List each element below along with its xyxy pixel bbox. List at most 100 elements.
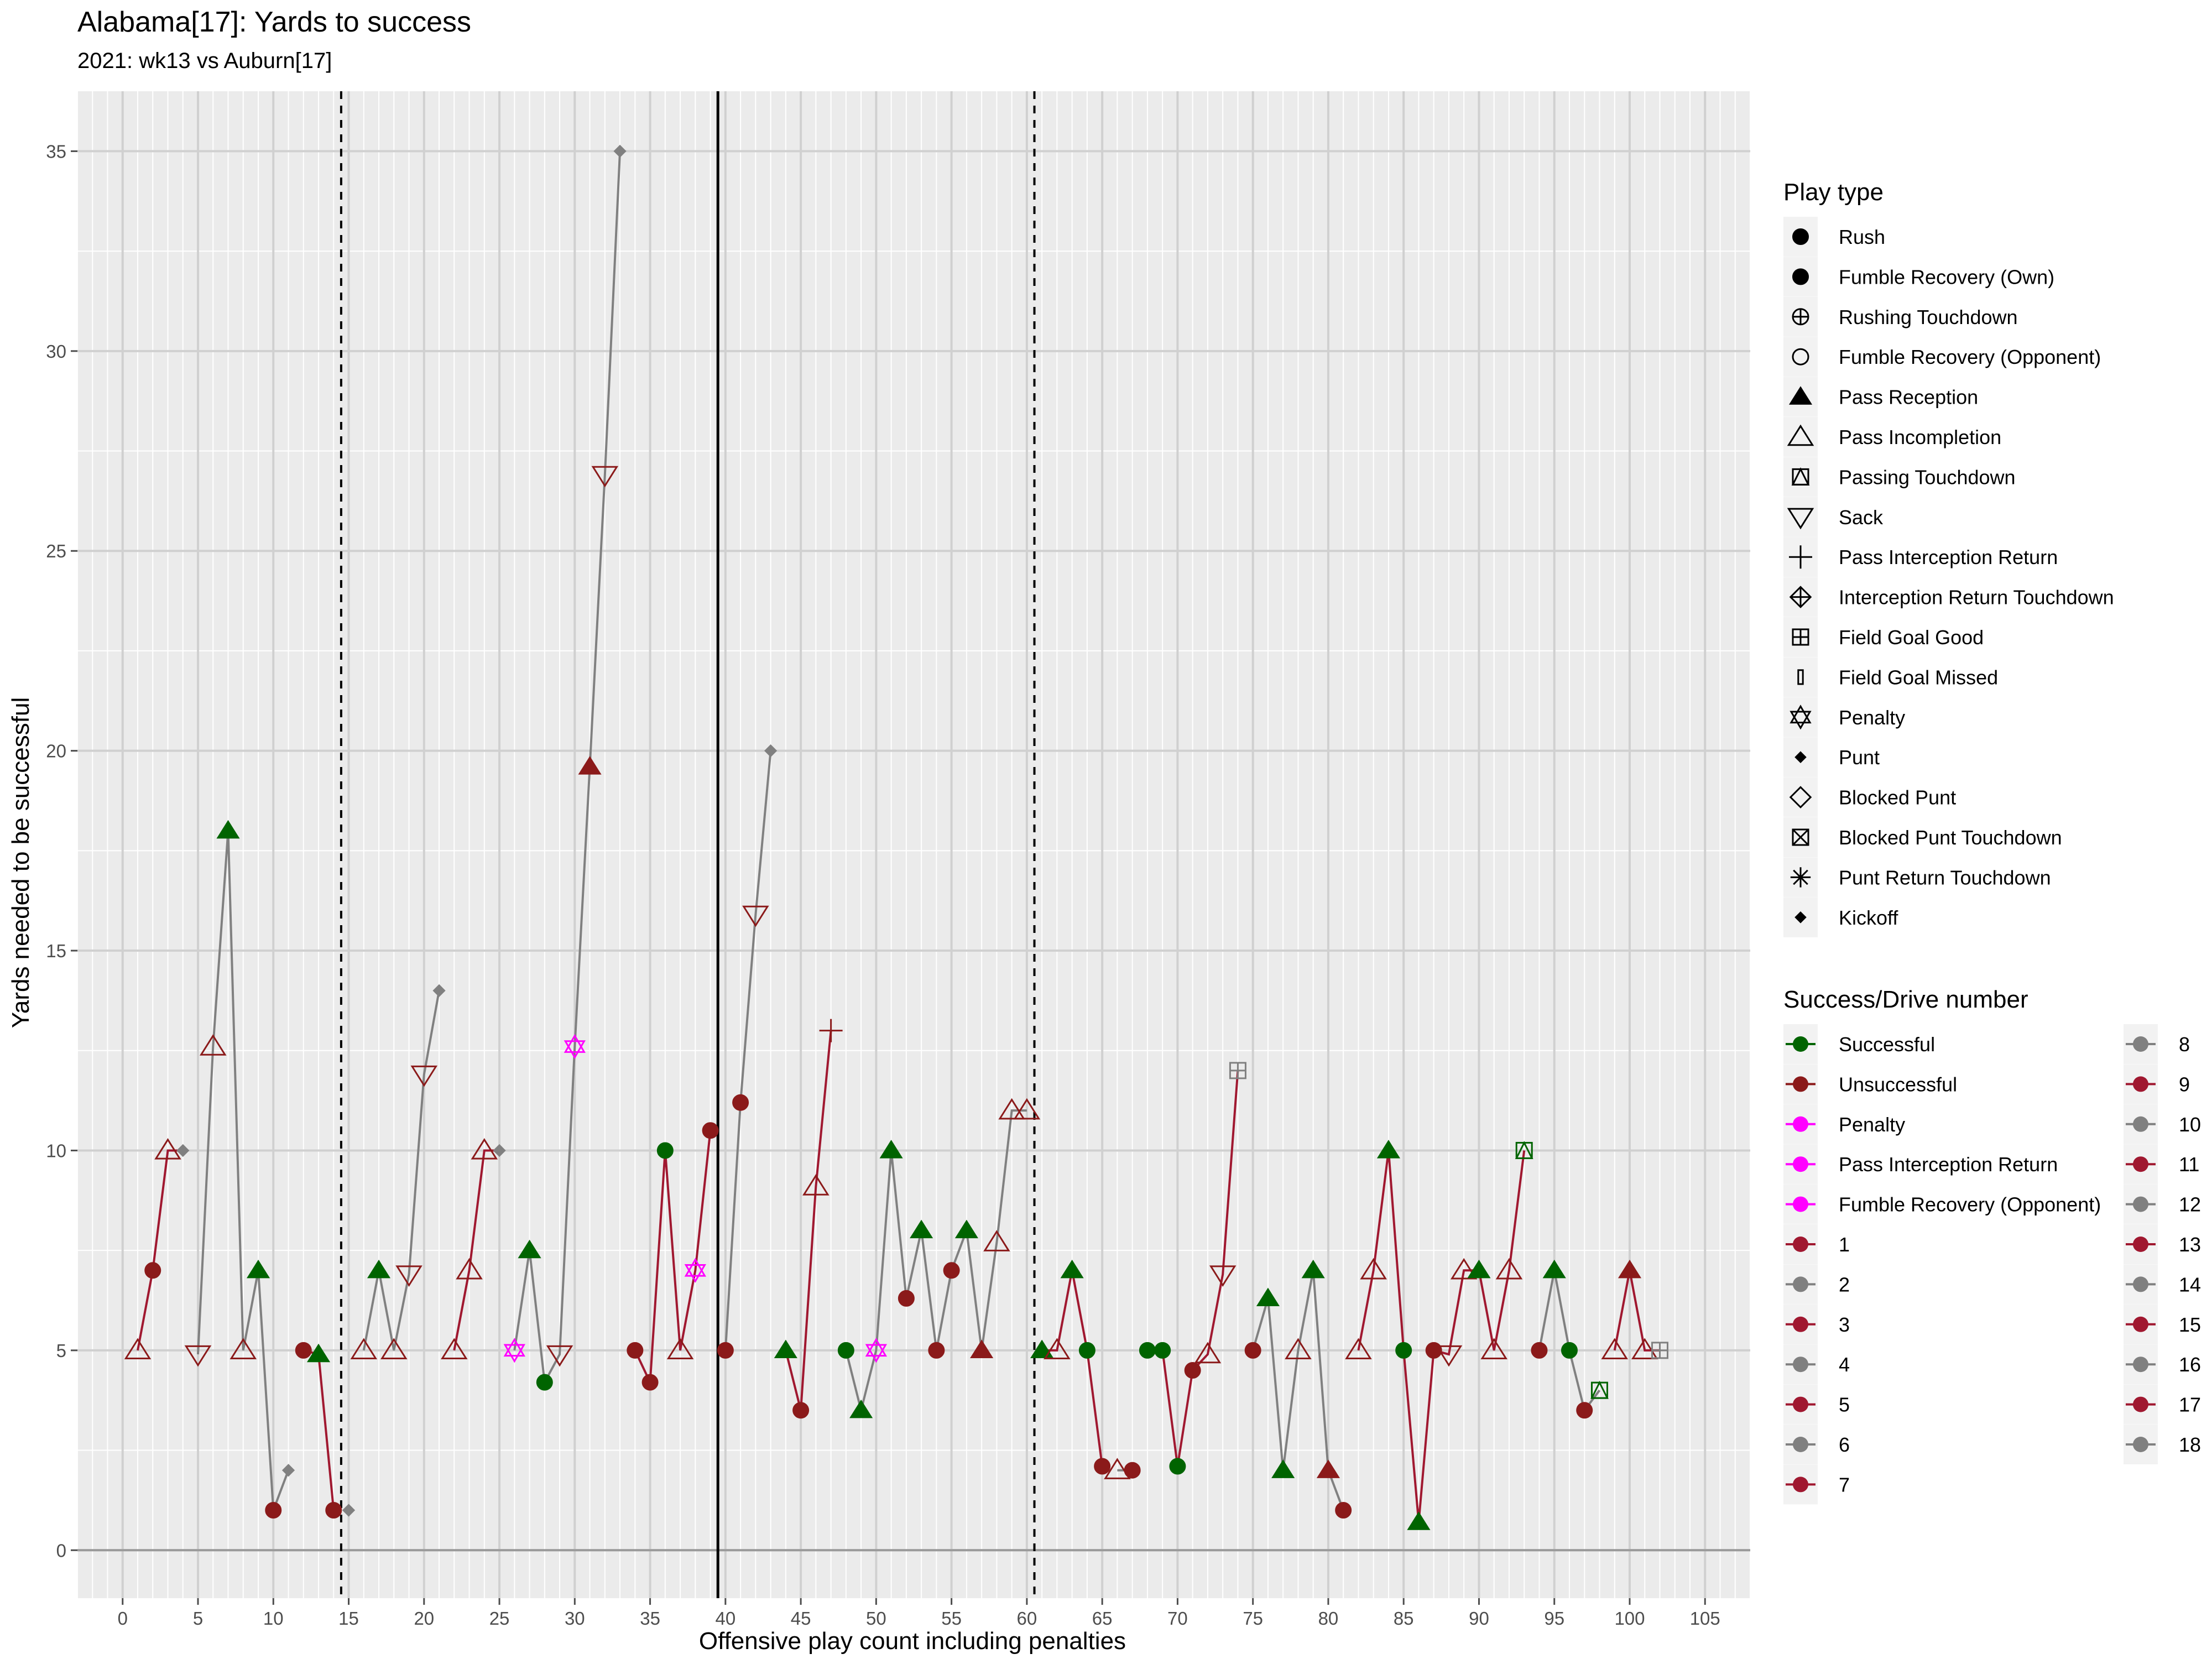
legend-key-dot (1793, 1237, 1808, 1252)
data-point (1376, 1140, 1401, 1159)
legend-key-bg (1783, 657, 1818, 697)
data-point (983, 1230, 1010, 1251)
legend-key-dot (1793, 1156, 1808, 1172)
x-tick-label: 85 (1394, 1608, 1414, 1629)
legend-item-label: 15 (2179, 1313, 2201, 1336)
legend-key-marker (1787, 508, 1814, 530)
chart-subtitle: 2021: wk13 vs Auburn[17] (77, 49, 332, 73)
legend-item-label: Pass Reception (1839, 386, 1978, 409)
data-point (998, 1098, 1025, 1120)
legend-item-label: Unsuccessful (1839, 1073, 1957, 1095)
data-point (518, 1239, 541, 1259)
data-point (1209, 1265, 1237, 1287)
legend-item-label: 4 (1839, 1353, 1850, 1376)
panel-background (77, 91, 1750, 1598)
data-point (702, 1122, 719, 1139)
legend-item-label: Kickoff (1839, 906, 1898, 929)
drive-line (513, 151, 622, 1386)
data-point (1531, 1342, 1548, 1359)
data-point (1285, 1338, 1312, 1360)
plot-panel (77, 91, 1750, 1598)
legend-item-label: Pass Incompletion (1839, 426, 2001, 448)
legend-key-marker (1794, 911, 1807, 924)
y-tick-label: 5 (56, 1340, 66, 1361)
y-tick-label: 25 (46, 541, 66, 561)
legend-key-dot (1793, 1437, 1808, 1452)
data-point (1229, 1062, 1246, 1079)
legend-item-label: Field Goal Missed (1839, 666, 1998, 688)
data-point (1590, 1380, 1609, 1399)
legend-item-label: 18 (2179, 1433, 2201, 1456)
data-point (1407, 1511, 1431, 1530)
legend-item-label: Successful (1839, 1033, 1935, 1056)
data-point (1631, 1338, 1658, 1360)
data-point (503, 1338, 525, 1363)
legend-key-marker (1792, 228, 1809, 245)
legend-key-dot (1793, 1316, 1808, 1332)
data-point (536, 1374, 553, 1391)
x-tick-label: 35 (640, 1608, 660, 1629)
x-axis-title: Offensive play count including penalties (699, 1627, 1126, 1655)
data-point (1256, 1287, 1280, 1307)
data-point (441, 1338, 468, 1360)
legend-item-label: Punt Return Touchdown (1839, 866, 2051, 889)
legend-key-dot (2133, 1196, 2148, 1212)
data-point (717, 1342, 734, 1359)
data-point (837, 1342, 854, 1359)
data-point (1576, 1402, 1593, 1419)
data-point (1094, 1458, 1111, 1475)
legend-key-marker (1794, 751, 1807, 763)
legend-item-label: Field Goal Good (1839, 626, 1984, 649)
data-point (1395, 1342, 1412, 1359)
legend-key-dot (1793, 1196, 1808, 1212)
data-points (124, 144, 1668, 1530)
legend-key-bg (1783, 457, 1818, 497)
legend-key-dot (2133, 1076, 2148, 1092)
legend-item-label: Rushing Touchdown (1839, 306, 2018, 328)
legend-key-dot (1793, 1357, 1808, 1373)
legend-key-marker (1791, 467, 1810, 486)
legend-item-label: 2 (1839, 1273, 1850, 1296)
data-point (564, 1034, 586, 1060)
legend-key-marker (1792, 828, 1809, 846)
data-point (802, 1174, 830, 1196)
data-point (819, 1019, 843, 1042)
data-point (1335, 1501, 1352, 1519)
data-point (1194, 1342, 1222, 1364)
data-point (1467, 1259, 1491, 1279)
data-point (154, 1138, 181, 1160)
legend-item-label: Fumble Recovery (Opponent) (1839, 346, 2101, 368)
legend-item-label: 17 (2179, 1394, 2201, 1416)
x-tick-label: 80 (1318, 1608, 1339, 1629)
drive-line (784, 1030, 832, 1411)
drive-line (724, 750, 772, 1350)
data-point (1060, 1259, 1084, 1279)
legend-key-marker (1789, 545, 1812, 569)
x-tick-label: 5 (193, 1608, 203, 1629)
data-point (1515, 1141, 1533, 1159)
data-point (1495, 1258, 1523, 1280)
play-type-legend-title: Play type (1783, 179, 1884, 206)
data-point (1345, 1338, 1372, 1360)
data-point (325, 1501, 342, 1519)
data-point (1184, 1361, 1201, 1379)
legend-item-label: Punt (1839, 746, 1880, 769)
chart-title: Alabama[17]: Yards to success (77, 6, 472, 38)
x-tick-label: 20 (414, 1608, 434, 1629)
x-tick-label: 55 (941, 1608, 962, 1629)
x-tick-label: 70 (1167, 1608, 1188, 1629)
data-point (1104, 1458, 1131, 1479)
data-point (1244, 1342, 1261, 1359)
data-point (342, 1504, 356, 1517)
y-tick-label: 20 (46, 741, 66, 761)
legend-item-label: Blocked Punt Touchdown (1839, 826, 2062, 849)
data-point (456, 1258, 483, 1280)
y-tick-label: 15 (46, 941, 66, 961)
legend-key-dot (2133, 1036, 2148, 1052)
legend-item-label: 9 (2179, 1073, 2190, 1095)
data-point (1360, 1258, 1387, 1280)
data-point (656, 1142, 674, 1159)
legend-key-marker (1792, 268, 1809, 285)
data-point (970, 1339, 994, 1358)
data-point (432, 984, 446, 997)
